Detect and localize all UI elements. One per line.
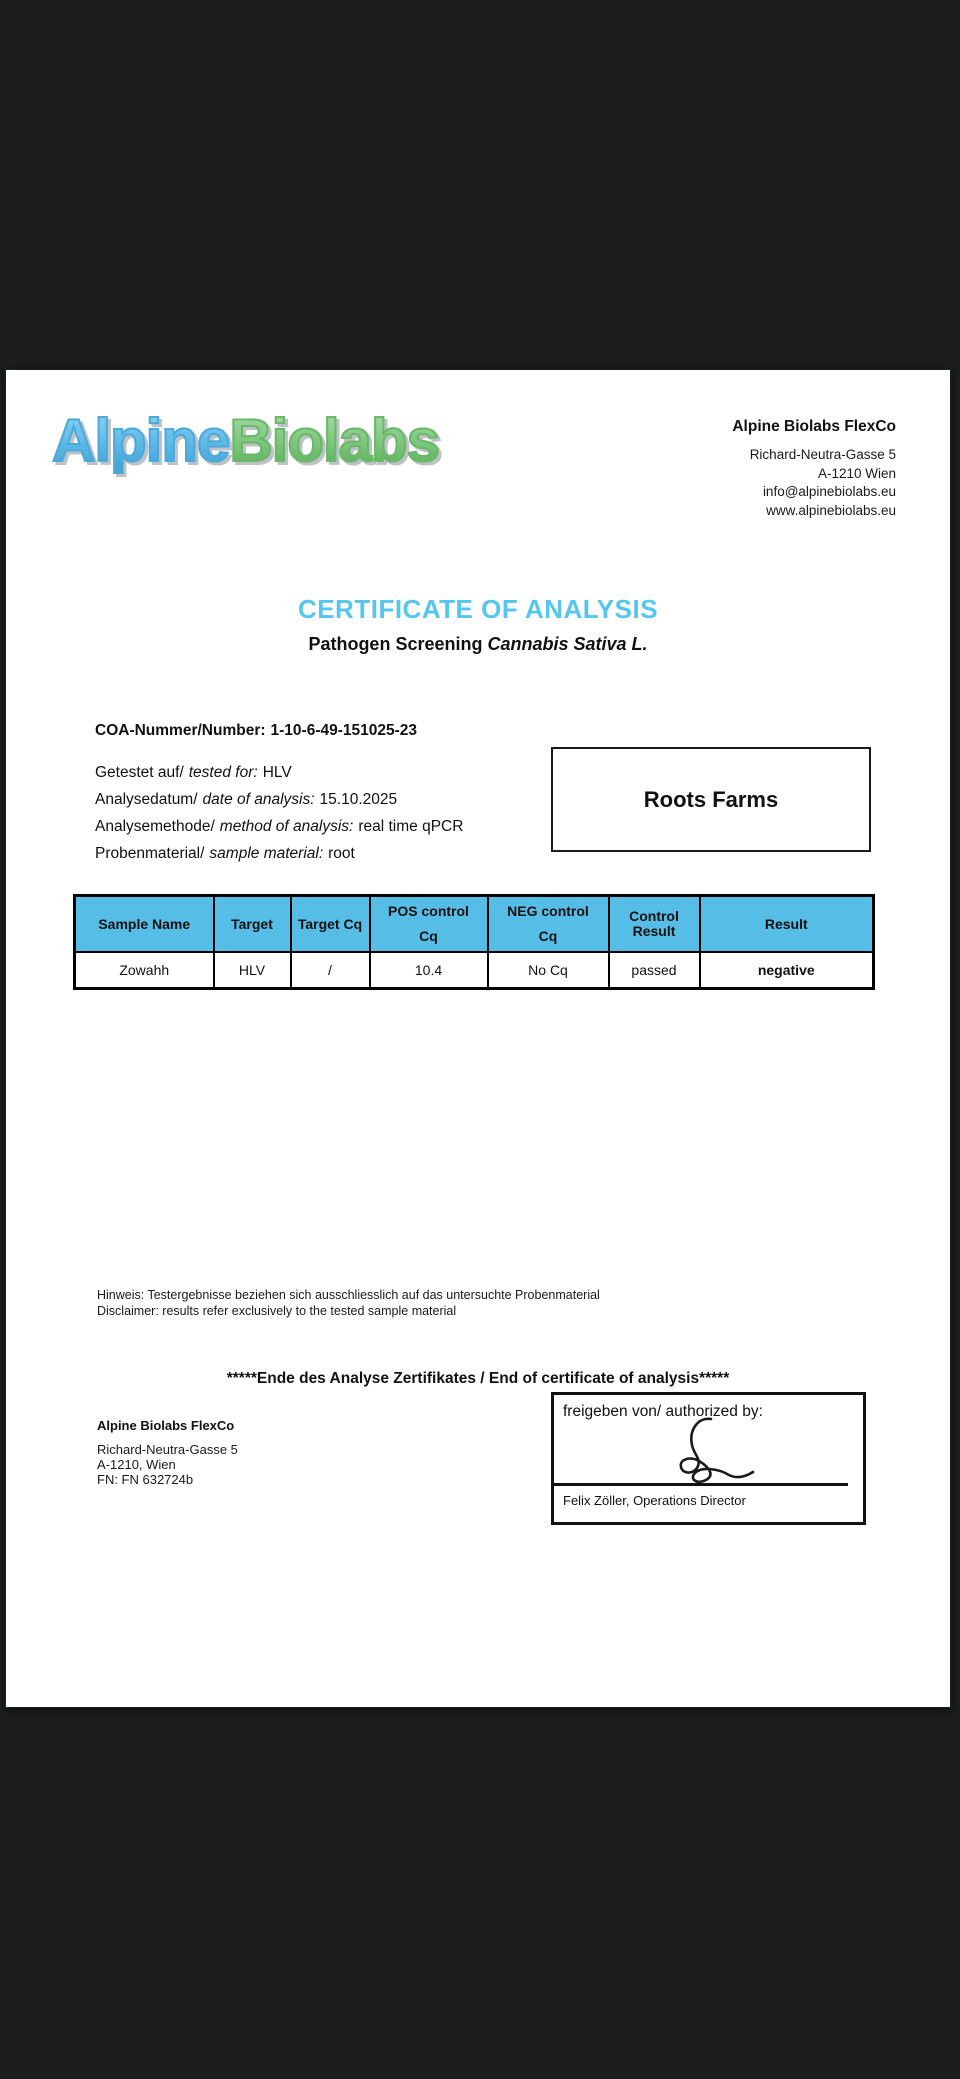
coa-details-block: COA-Nummer/Number: 1-10-6-49-151025-23 Ge… [95,722,463,867]
coa-number-label: COA-Nummer/Number: [95,722,266,739]
col-header-sample-name: Sample Name [73,894,215,953]
col-header-neg-control-cq: NEG control Cq [486,894,610,953]
signature-box: freigeben von/ authorized by: Felix Zöll… [551,1392,866,1525]
document-page: AlpineBiolabs Alpine Biolabs FlexCo Rich… [6,370,950,1707]
authorized-by-label: freigeben von/ authorized by: [563,1403,763,1420]
coa-label-de: Probenmaterial/ [95,845,205,862]
coa-value: root [328,845,355,862]
company-logo: AlpineBiolabs [51,407,441,474]
signer-name: Felix Zöller, Operations Director [563,1493,746,1508]
letterhead-street: Richard-Neutra-Gasse 5 [749,447,896,462]
coa-label-en: sample material: [209,845,324,862]
header-label: Control [629,908,679,924]
coa-label-en: method of analysis: [219,818,354,835]
table-row: Zowahh HLV / 10.4 No Cq passed negative [73,951,875,990]
header-label: Result [764,915,808,932]
coa-field-sample-material: Probenmaterial/sample material: root [95,840,463,867]
header-label: NEG control [507,903,589,919]
disclaimer-line-en: Disclaimer: results refer exclusively to… [97,1304,457,1318]
footer-registration: FN: FN 632724b [97,1472,194,1487]
coa-label-en: date of analysis: [202,791,315,808]
coa-number-value: 1-10-6-49-151025-23 [270,722,418,739]
letterhead-contact-block: Alpine Biolabs FlexCo Richard-Neutra-Gas… [732,418,896,520]
col-header-pos-control-cq: POS control Cq [368,894,489,953]
col-header-result: Result [698,894,875,953]
header-label: POS control [388,903,469,919]
coa-label-en: tested for: [188,764,258,781]
header-label: Target Cq [297,915,363,932]
cell-result: negative [698,951,875,990]
cell-target: HLV [212,951,292,990]
header-label: Cq [538,928,558,944]
logo-text-alpine: Alpine [51,407,231,474]
cell-pos-control-cq: 10.4 [368,951,489,990]
coa-label-de: Analysedatum/ [95,791,198,808]
signature-line [554,1483,848,1486]
col-header-target: Target [212,894,292,953]
col-header-target-cq: Target Cq [289,894,371,953]
disclaimer-line-de: Hinweis: Testergebnisse beziehen sich au… [97,1288,600,1302]
cell-sample-name: Zowahh [73,951,215,990]
results-table: Sample Name Target Target Cq POS control… [73,894,875,990]
header-label: Cq [419,928,438,944]
disclaimer: Hinweis: Testergebnisse beziehen sich au… [97,1287,600,1319]
letterhead-city: A-1210 Wien [817,465,896,481]
coa-field-analysis-method: Analysemethode/method of analysis: real t… [95,813,463,840]
subtitle-species: Cannabis Sativa L. [487,634,648,654]
footer-city: A-1210, Wien [97,1457,176,1472]
end-of-certificate-line: *****Ende des Analyse Zertifikates / End… [226,1370,730,1387]
document-subtitle: Pathogen Screening Cannabis Sativa L. [6,634,950,655]
coa-value: real time qPCR [358,818,464,835]
client-name-box: Roots Farms [551,747,871,852]
header-label: Target [231,915,273,932]
letterhead-email: info@alpinebiolabs.eu [762,484,896,499]
coa-label-de: Getestet auf/ [95,764,184,781]
logo-text-biolabs: Biolabs [228,407,441,474]
coa-label-de: Analysemethode/ [95,818,215,835]
footer-company-block: Alpine Biolabs FlexCo Richard-Neutra-Gas… [97,1418,238,1487]
subtitle-prefix: Pathogen Screening [308,634,488,654]
client-name: Roots Farms [643,786,779,812]
coa-number-line: COA-Nummer/Number: 1-10-6-49-151025-23 [95,722,463,740]
letterhead-website: www.alpinebiolabs.eu [766,502,896,518]
letterhead-company-name: Alpine Biolabs FlexCo [732,418,896,435]
header-label: Result [632,923,676,939]
coa-value: HLV [262,764,292,781]
document-title: CERTIFICATE OF ANALYSIS [297,594,659,624]
cell-target-cq: / [289,951,371,990]
header-label: Sample Name [98,915,191,932]
coa-value: 15.10.2025 [319,791,398,808]
footer-company-name: Alpine Biolabs FlexCo [97,1418,235,1433]
table-header-row: Sample Name Target Target Cq POS control… [73,894,875,953]
footer-street: Richard-Neutra-Gasse 5 [97,1442,238,1457]
signature-scribble [679,1417,755,1484]
col-header-control-result: Control Result [607,894,701,953]
cell-control-result: passed [607,951,701,990]
cell-neg-control-cq: No Cq [486,951,610,990]
coa-field-analysis-date: Analysedatum/date of analysis: 15.10.2025 [95,786,463,813]
coa-field-tested-for: Getestet auf/tested for: HLV [95,759,463,786]
